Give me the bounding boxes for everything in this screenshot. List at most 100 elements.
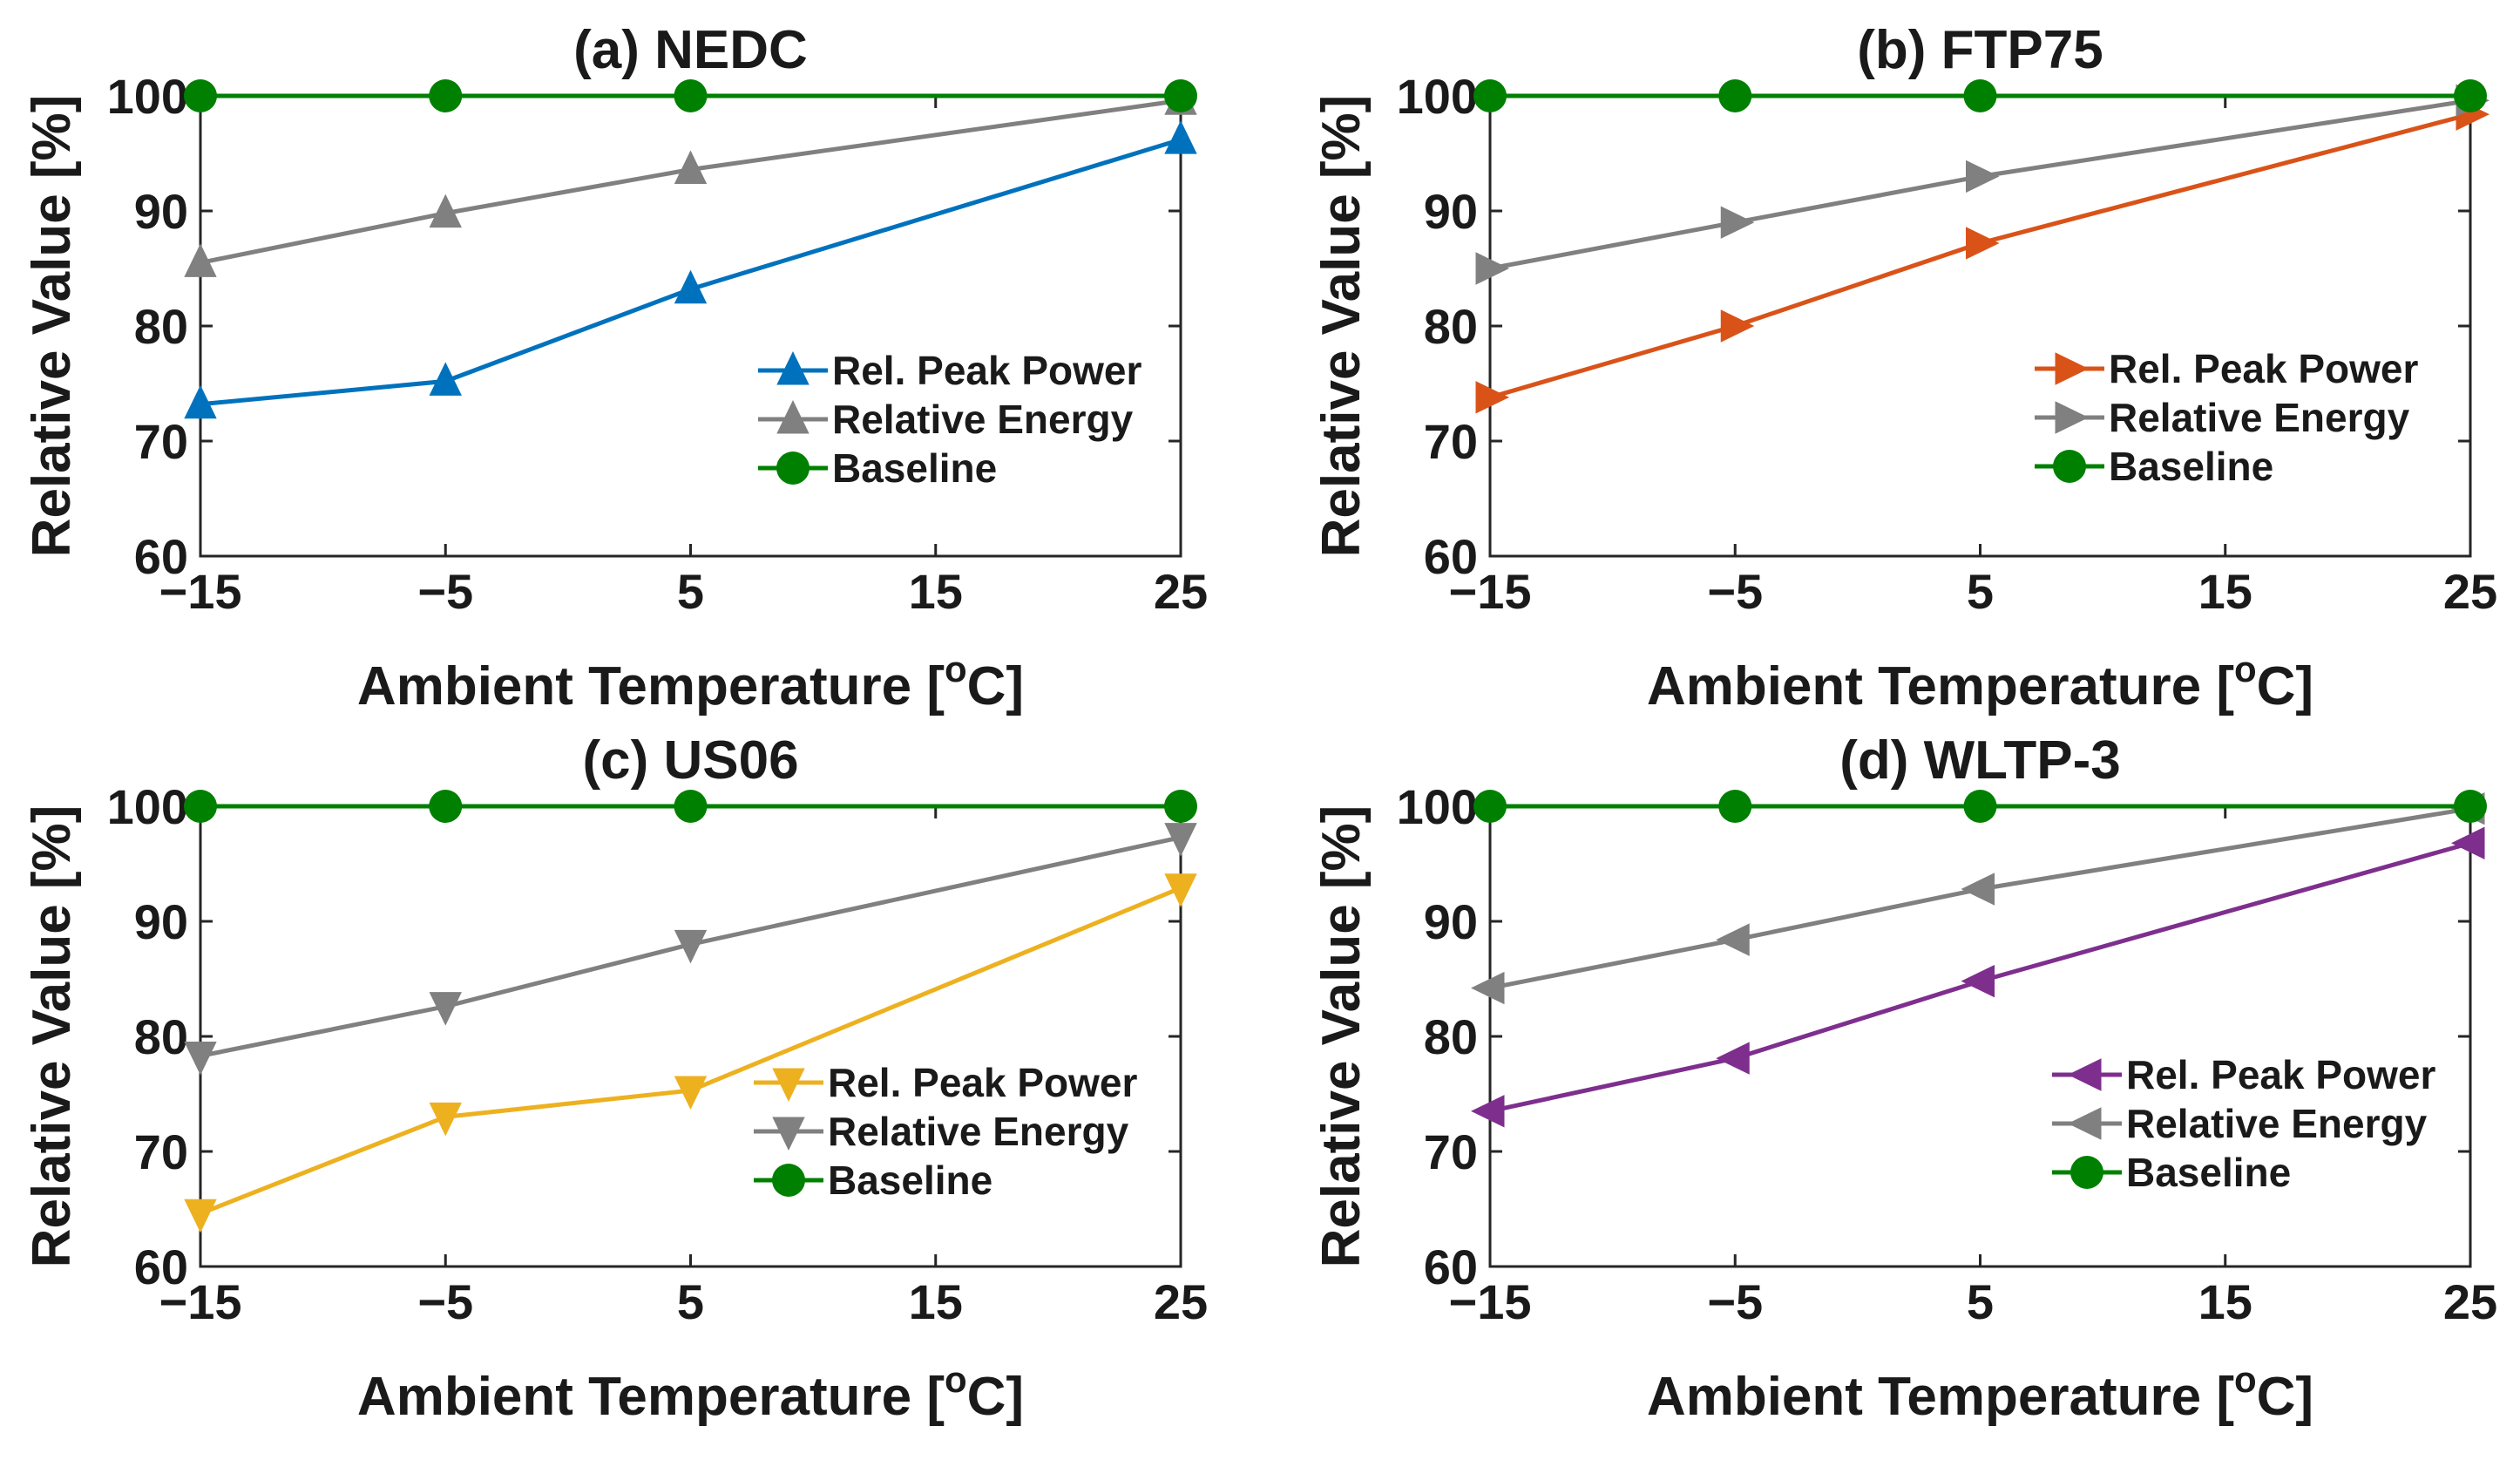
chart-title: (d) WLTP-3 xyxy=(1839,730,2121,791)
series-line-1 xyxy=(200,137,1182,407)
data-point xyxy=(1966,160,2000,194)
legend-marker xyxy=(2055,352,2089,385)
x-tick-label: 25 xyxy=(1154,564,1208,619)
y-tick-label: 70 xyxy=(134,1124,188,1179)
data-point xyxy=(184,790,217,823)
series-line-1 xyxy=(1489,112,2471,400)
x-tick-label: 5 xyxy=(677,1274,704,1329)
legend-label: Relative Energy xyxy=(832,397,1134,442)
x-axis-label: Ambient Temperature [oC] xyxy=(357,1359,1024,1427)
data-point xyxy=(184,384,217,419)
y-tick-label: 90 xyxy=(134,184,188,239)
axes-box xyxy=(199,805,1182,1268)
y-tick-label: 100 xyxy=(1397,779,1478,834)
legend-label: Baseline xyxy=(832,445,997,491)
data-point xyxy=(1720,309,1755,343)
x-axis-label: Ambient Temperature [oC] xyxy=(357,649,1024,716)
chart-title: (b) FTP75 xyxy=(1857,20,2103,80)
legend-label: Baseline xyxy=(2109,444,2273,489)
x-tick-label: 25 xyxy=(2443,1274,2497,1329)
x-tick-label: 25 xyxy=(1154,1274,1208,1329)
y-tick-label: 100 xyxy=(107,69,188,124)
data-point xyxy=(429,79,463,112)
x-tick-label: −15 xyxy=(159,564,242,619)
y-tick-label: 70 xyxy=(1424,1124,1478,1179)
chart-title: (a) NEDC xyxy=(573,20,808,80)
legend-marker xyxy=(772,1068,805,1102)
data-point xyxy=(1473,79,1507,112)
data-point xyxy=(1720,206,1755,239)
y-tick-label: 60 xyxy=(134,1239,188,1294)
data-point xyxy=(1963,79,1997,112)
data-point xyxy=(429,194,462,228)
x-tick-label: 15 xyxy=(909,1274,963,1329)
x-tick-label: −5 xyxy=(1707,1274,1763,1329)
axes-box xyxy=(1488,805,2472,1268)
chart-panel-3: −15 −5 5 15 25 60 70 80 90 100 (c) US06 Ambient Tem… xyxy=(22,730,1208,1427)
x-tick-label: −15 xyxy=(159,1274,242,1329)
data-point xyxy=(1164,823,1197,857)
legend-label: Relative Energy xyxy=(2109,395,2410,440)
legend-label: Rel. Peak Power xyxy=(832,348,1141,393)
legend-label: Relative Energy xyxy=(2126,1101,2428,1146)
y-tick-label: 80 xyxy=(1424,299,1478,354)
y-tick-label: 90 xyxy=(1424,184,1478,239)
y-axis-label: Relative Value [%] xyxy=(1311,805,1372,1268)
y-tick-label: 90 xyxy=(134,894,188,949)
y-tick-label: 100 xyxy=(1397,69,1478,124)
data-point xyxy=(1718,79,1752,112)
x-tick-label: −5 xyxy=(1707,564,1763,619)
y-tick-label: 80 xyxy=(1424,1009,1478,1064)
series-line-1 xyxy=(200,886,1182,1216)
data-point xyxy=(2454,790,2487,823)
data-point xyxy=(1716,1042,1750,1075)
y-axis-label: Relative Value [%] xyxy=(22,805,82,1268)
series-line-2 xyxy=(200,835,1182,1058)
y-tick-label: 80 xyxy=(134,299,188,354)
data-point xyxy=(1471,1095,1505,1128)
data-point xyxy=(1961,964,1995,998)
y-axis-label: Relative Value [%] xyxy=(22,95,82,558)
legend-label: Rel. Peak Power xyxy=(2109,346,2418,391)
data-point xyxy=(2454,79,2487,112)
chart-panel-2: −15 −5 5 15 25 60 70 80 90 100 (b) FTP75 Ambient Te… xyxy=(1311,20,2497,716)
x-tick-label: −15 xyxy=(1449,564,1532,619)
legend-label: Relative Energy xyxy=(828,1109,1129,1154)
data-point xyxy=(674,1076,708,1110)
data-point xyxy=(1164,873,1197,907)
x-tick-label: −15 xyxy=(1449,1274,1532,1329)
legend-marker xyxy=(776,400,810,434)
legend-marker xyxy=(776,452,810,485)
y-tick-label: 70 xyxy=(1424,414,1478,469)
data-point xyxy=(674,790,708,823)
x-tick-label: 5 xyxy=(1967,564,1994,619)
x-tick-label: −5 xyxy=(417,1274,473,1329)
legend-label: Baseline xyxy=(828,1158,992,1203)
data-point xyxy=(1961,873,1995,906)
legend-marker xyxy=(2055,401,2089,434)
y-tick-label: 100 xyxy=(107,779,188,834)
series-line-1 xyxy=(1489,840,2471,1114)
legend-marker xyxy=(2070,1156,2103,1189)
legend-marker xyxy=(772,1164,805,1197)
data-point xyxy=(1164,79,1197,112)
data-point xyxy=(184,79,217,112)
data-point xyxy=(184,1199,217,1233)
data-point xyxy=(1164,790,1197,823)
data-point xyxy=(2451,826,2485,859)
y-axis-label: Relative Value [%] xyxy=(1311,95,1372,558)
x-tick-label: 5 xyxy=(1967,1274,1994,1329)
legend-label: Rel. Peak Power xyxy=(2126,1052,2435,1097)
legend-label: Rel. Peak Power xyxy=(828,1060,1137,1105)
legend-marker xyxy=(776,351,810,385)
legend-marker xyxy=(2068,1107,2102,1140)
data-point xyxy=(1475,381,1509,414)
series-line-2 xyxy=(1489,98,2471,271)
legend-marker xyxy=(772,1117,805,1151)
data-point xyxy=(674,79,708,112)
legend-marker xyxy=(2068,1058,2102,1091)
